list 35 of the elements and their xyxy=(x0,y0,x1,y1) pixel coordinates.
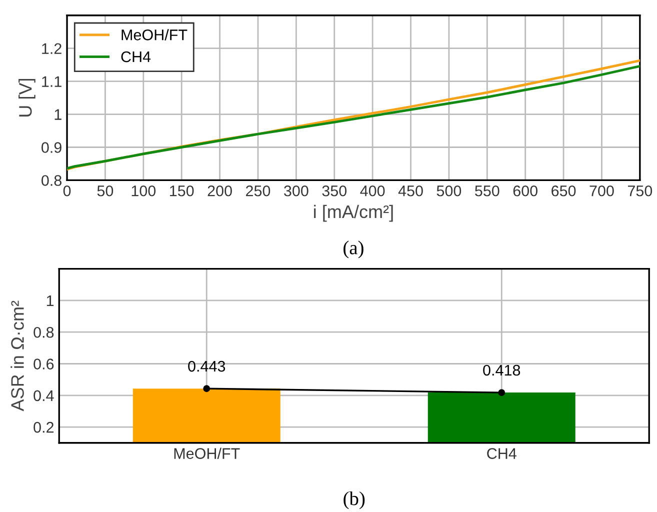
x-tick-label: 400 xyxy=(360,185,385,196)
x-tick-label: 200 xyxy=(208,185,232,196)
data-label: 0.443 xyxy=(188,360,226,372)
y-tick-label: 0.8 xyxy=(34,326,54,338)
x-tick-label: 50 xyxy=(97,185,114,196)
x-tick-label: 650 xyxy=(552,185,576,196)
x-tick-label: 450 xyxy=(398,185,423,196)
y-tick-label: 1.1 xyxy=(42,76,62,87)
y-axis-title: U [V] xyxy=(18,79,36,116)
x-axis-title: i [mA/cm²] xyxy=(314,204,393,222)
y-axis-title: ASR in Ω·cm² xyxy=(10,300,24,412)
x-tick-label: 750 xyxy=(628,185,652,196)
y-tick-label: 1.2 xyxy=(42,43,62,54)
x-tick-label: 100 xyxy=(132,185,156,196)
x-tick-label: 550 xyxy=(475,185,500,196)
x-tick-label: 700 xyxy=(590,185,614,196)
y-tick-label: 1 xyxy=(54,109,62,120)
x-tick-label: 600 xyxy=(513,185,538,196)
y-tick-label: 0.4 xyxy=(34,390,54,402)
y-tick-label: 0.6 xyxy=(34,358,54,370)
legend-label: CH4 xyxy=(121,51,151,62)
x-tick-label: 150 xyxy=(170,185,194,196)
y-tick-label: 1 xyxy=(46,295,54,306)
y-tick-label: 0.9 xyxy=(42,142,62,153)
x-tick-label: 350 xyxy=(322,185,347,196)
y-tick-label: 0.2 xyxy=(34,422,54,433)
x-tick-label: 300 xyxy=(284,185,308,196)
y-tick-label: 0.8 xyxy=(42,175,62,186)
x-tick-label: 500 xyxy=(436,185,462,196)
x-tick-label: 0 xyxy=(63,185,71,196)
text: (b) xyxy=(344,492,365,510)
legend-label: MeOH/FT xyxy=(122,29,188,40)
x-tick-label: 250 xyxy=(246,185,270,196)
data-label: 0.418 xyxy=(483,364,520,376)
text: (a) xyxy=(344,240,364,258)
